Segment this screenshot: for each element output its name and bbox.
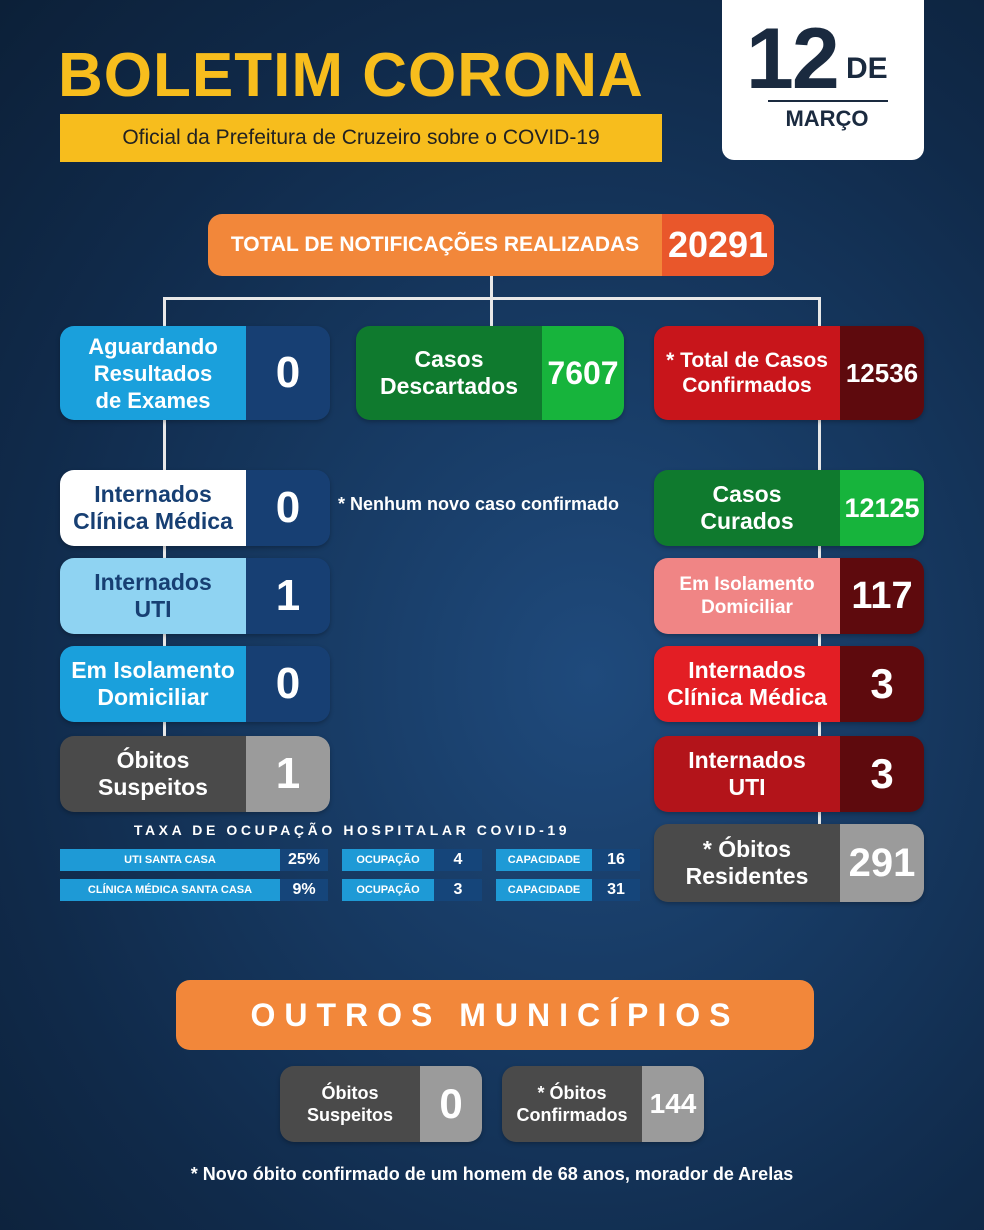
card-obitos-residentes: * Óbitos Residentes 291 — [654, 824, 924, 902]
card-value: 1 — [246, 558, 330, 634]
card-label: Óbitos Suspeitos — [280, 1066, 420, 1142]
card-value: 117 — [840, 558, 924, 634]
card-obitos-suspeitos: Óbitos Suspeitos 1 — [60, 736, 330, 812]
card-internados-clinica-left: Internados Clínica Médica 0 — [60, 470, 330, 546]
footnote: * Novo óbito confirmado de um homem de 6… — [190, 1164, 794, 1184]
card-label: * Óbitos Residentes — [654, 824, 840, 902]
card-aguardando-resultados: Aguardando Resultados de Exames 0 — [60, 326, 330, 420]
occupancy-rate: 25% — [280, 849, 328, 871]
card-value: 144 — [642, 1066, 704, 1142]
occupancy-row: CLÍNICA MÉDICA SANTA CASA 9% OCUPAÇÃO 3 … — [60, 879, 640, 901]
occupancy-cap-value: 31 — [592, 879, 640, 901]
card-value: 3 — [840, 646, 924, 722]
card-label: Internados UTI — [60, 558, 246, 634]
card-label: Casos Descartados — [356, 326, 542, 420]
card-internados-uti-left: Internados UTI 1 — [60, 558, 330, 634]
card-isolamento-right: Em Isolamento Domiciliar 117 — [654, 558, 924, 634]
card-value: 0 — [420, 1066, 482, 1142]
card-label: Em Isolamento Domiciliar — [654, 558, 840, 634]
date-de: DE — [846, 52, 888, 85]
date-divider — [768, 100, 888, 102]
date-day: 12 — [746, 11, 840, 107]
occupancy-occ-value: 4 — [434, 849, 482, 871]
connector-line — [163, 297, 166, 327]
card-label: * Óbitos Confirmados — [502, 1066, 642, 1142]
occupancy-row: UTI SANTA CASA 25% OCUPAÇÃO 4 CAPACIDADE… — [60, 849, 640, 871]
card-label: * Total de Casos Confirmados — [654, 326, 840, 420]
card-label: Internados UTI — [654, 736, 840, 812]
card-value: 12536 — [840, 326, 924, 420]
card-label: Internados Clínica Médica — [60, 470, 246, 546]
occupancy-title: TAXA DE OCUPAÇÃO HOSPITALAR COVID-19 — [133, 822, 571, 838]
card-total-confirmados: * Total de Casos Confirmados 12536 — [654, 326, 924, 420]
date-month: MARÇO — [785, 106, 869, 131]
card-value: 0 — [246, 646, 330, 722]
occupancy-cap-value: 16 — [592, 849, 640, 871]
card-value: 0 — [246, 326, 330, 420]
total-notifications-label: TOTAL DE NOTIFICAÇÕES REALIZADAS — [230, 233, 640, 256]
occupancy-occ-label: OCUPAÇÃO — [342, 849, 434, 871]
card-internados-uti-right: Internados UTI 3 — [654, 736, 924, 812]
note-nenhum-caso: * Nenhum novo caso confirmado — [338, 494, 620, 514]
card-casos-descartados: Casos Descartados 7607 — [356, 326, 624, 420]
card-value: 12125 — [840, 470, 924, 546]
occupancy-cap-label: CAPACIDADE — [496, 879, 592, 901]
outros-municipios-banner: OUTROS MUNICÍPIOS — [176, 980, 814, 1050]
card-outros-obitos-confirmados: * Óbitos Confirmados 144 — [502, 1066, 704, 1142]
card-label: Casos Curados — [654, 470, 840, 546]
occupancy-cap-label: CAPACIDADE — [496, 849, 592, 871]
card-outros-obitos-suspeitos: Óbitos Suspeitos 0 — [280, 1066, 482, 1142]
card-label: Óbitos Suspeitos — [60, 736, 246, 812]
occupancy-unit-name: UTI SANTA CASA — [60, 849, 280, 871]
occupancy-occ-label: OCUPAÇÃO — [342, 879, 434, 901]
card-isolamento-left: Em Isolamento Domiciliar 0 — [60, 646, 330, 722]
card-casos-curados: Casos Curados 12125 — [654, 470, 924, 546]
connector-line — [818, 297, 821, 327]
total-notifications: TOTAL DE NOTIFICAÇÕES REALIZADAS 20291 — [208, 214, 774, 276]
card-value: 3 — [840, 736, 924, 812]
card-value: 7607 — [542, 326, 624, 420]
card-label: Aguardando Resultados de Exames — [60, 326, 246, 420]
occupancy-rate: 9% — [280, 879, 328, 901]
connector-line — [490, 276, 493, 298]
page-title: BOLETIM CORONA — [58, 41, 644, 110]
card-label: Internados Clínica Médica — [654, 646, 840, 722]
card-value: 291 — [840, 824, 924, 902]
card-value: 1 — [246, 736, 330, 812]
card-value: 0 — [246, 470, 330, 546]
card-internados-clinica-right: Internados Clínica Médica 3 — [654, 646, 924, 722]
total-notifications-value: 20291 — [662, 214, 774, 276]
page-subtitle: Oficial da Prefeitura de Cruzeiro sobre … — [60, 114, 662, 162]
connector-line — [490, 297, 493, 327]
date-badge: 12 DE MARÇO — [722, 0, 924, 160]
occupancy-unit-name: CLÍNICA MÉDICA SANTA CASA — [60, 879, 280, 901]
occupancy-occ-value: 3 — [434, 879, 482, 901]
card-label: Em Isolamento Domiciliar — [60, 646, 246, 722]
